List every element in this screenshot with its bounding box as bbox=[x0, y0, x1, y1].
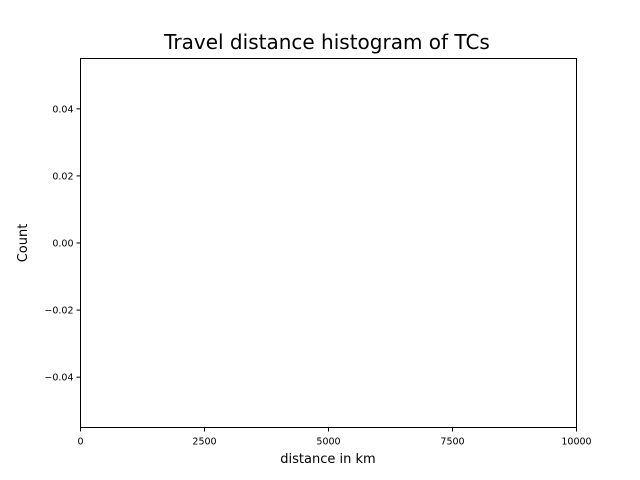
x-axis-ticks: 0 2500 5000 7500 10000 bbox=[77, 427, 592, 448]
x-tick-label: 5000 bbox=[316, 437, 340, 448]
x-tick-label: 10000 bbox=[561, 437, 591, 448]
y-tick-label: −0.02 bbox=[44, 306, 73, 317]
y-tick-label: 0.04 bbox=[52, 104, 73, 115]
y-axis-label: Count bbox=[16, 224, 31, 263]
plot-area bbox=[80, 58, 577, 428]
y-tick-label: 0.00 bbox=[52, 239, 73, 250]
x-tick-label: 2500 bbox=[192, 437, 216, 448]
chart-title: Travel distance histogram of TCs bbox=[163, 30, 490, 54]
y-tick-label: −0.04 bbox=[44, 373, 73, 384]
x-axis-label: distance in km bbox=[280, 452, 375, 467]
x-tick-label: 0 bbox=[77, 437, 83, 448]
x-tick-label: 7500 bbox=[440, 437, 464, 448]
y-tick-label: 0.02 bbox=[52, 171, 73, 182]
y-axis-ticks: −0.04 −0.02 0.00 0.02 0.04 bbox=[44, 104, 81, 384]
